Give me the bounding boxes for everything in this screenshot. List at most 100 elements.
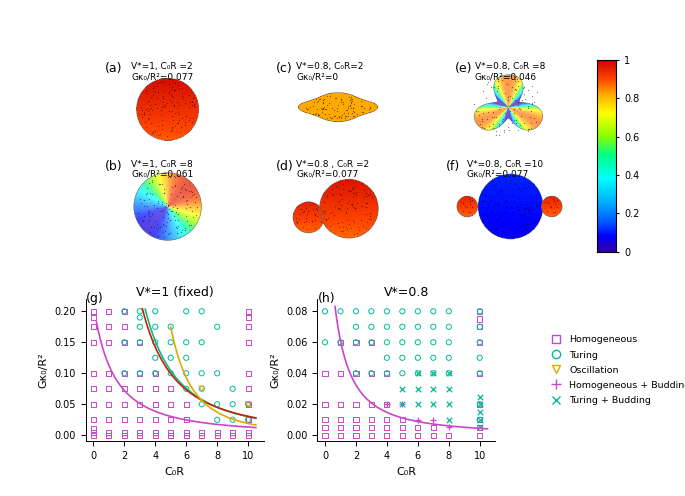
Point bbox=[486, 114, 497, 122]
Point bbox=[530, 199, 540, 207]
Point bbox=[412, 308, 423, 315]
Point bbox=[162, 218, 173, 226]
Polygon shape bbox=[508, 107, 529, 130]
Polygon shape bbox=[508, 107, 533, 129]
Point bbox=[151, 94, 162, 102]
Polygon shape bbox=[163, 173, 168, 206]
Polygon shape bbox=[508, 103, 528, 107]
Polygon shape bbox=[160, 174, 168, 206]
Point bbox=[119, 338, 129, 346]
Polygon shape bbox=[168, 206, 201, 211]
Polygon shape bbox=[164, 173, 168, 206]
Point bbox=[361, 224, 372, 232]
Polygon shape bbox=[137, 104, 199, 105]
Point bbox=[346, 104, 357, 112]
Polygon shape bbox=[480, 218, 540, 219]
Point bbox=[88, 428, 99, 436]
Point bbox=[185, 203, 196, 211]
Polygon shape bbox=[168, 206, 171, 240]
Polygon shape bbox=[168, 206, 201, 209]
Point bbox=[169, 101, 179, 109]
Polygon shape bbox=[486, 104, 508, 107]
Point bbox=[186, 186, 197, 194]
Polygon shape bbox=[508, 103, 529, 107]
Point bbox=[171, 208, 182, 216]
Polygon shape bbox=[160, 206, 168, 240]
Polygon shape bbox=[137, 105, 199, 106]
Legend: Homogeneous, Turing, Oscillation, Homogeneous + Budding, Turing + Budding: Homogeneous, Turing, Oscillation, Homoge… bbox=[547, 335, 685, 405]
Point bbox=[157, 200, 168, 208]
Point bbox=[514, 105, 525, 113]
Point bbox=[351, 416, 362, 424]
Polygon shape bbox=[168, 175, 180, 206]
Polygon shape bbox=[508, 107, 514, 124]
Polygon shape bbox=[481, 220, 540, 221]
Point bbox=[319, 400, 330, 408]
Polygon shape bbox=[494, 103, 508, 107]
Point bbox=[307, 200, 318, 208]
Polygon shape bbox=[508, 83, 523, 107]
Polygon shape bbox=[145, 182, 168, 206]
Polygon shape bbox=[135, 198, 168, 206]
Point bbox=[508, 197, 519, 205]
Polygon shape bbox=[168, 177, 184, 206]
Point bbox=[397, 308, 408, 315]
Point bbox=[338, 98, 349, 106]
Polygon shape bbox=[168, 189, 197, 206]
Point bbox=[382, 400, 393, 408]
Polygon shape bbox=[168, 173, 173, 206]
Polygon shape bbox=[168, 173, 171, 206]
Point bbox=[397, 400, 408, 408]
Point bbox=[171, 229, 182, 237]
Polygon shape bbox=[508, 107, 525, 130]
Polygon shape bbox=[503, 107, 508, 123]
Point bbox=[493, 77, 504, 85]
Polygon shape bbox=[137, 102, 198, 103]
Y-axis label: Gκ₀/R²: Gκ₀/R² bbox=[271, 352, 280, 388]
Polygon shape bbox=[134, 200, 168, 206]
Point bbox=[134, 370, 145, 377]
Polygon shape bbox=[508, 100, 520, 107]
Polygon shape bbox=[508, 107, 543, 118]
Point bbox=[382, 323, 393, 331]
Polygon shape bbox=[168, 182, 190, 206]
Point bbox=[504, 224, 515, 232]
Point bbox=[164, 216, 175, 224]
Polygon shape bbox=[495, 103, 508, 107]
Polygon shape bbox=[134, 204, 168, 206]
Polygon shape bbox=[168, 178, 186, 206]
Polygon shape bbox=[495, 96, 508, 107]
Point bbox=[478, 87, 489, 95]
Polygon shape bbox=[145, 181, 168, 206]
Point bbox=[540, 198, 551, 206]
Polygon shape bbox=[482, 190, 539, 191]
Polygon shape bbox=[508, 102, 522, 107]
Polygon shape bbox=[148, 206, 168, 235]
Polygon shape bbox=[508, 79, 521, 107]
Point bbox=[168, 212, 179, 220]
Point bbox=[156, 207, 167, 215]
Point bbox=[162, 100, 173, 108]
Polygon shape bbox=[496, 235, 525, 236]
Polygon shape bbox=[501, 107, 508, 125]
Point bbox=[357, 222, 368, 230]
Point bbox=[150, 400, 161, 408]
Point bbox=[145, 189, 155, 197]
Point bbox=[362, 199, 373, 207]
Polygon shape bbox=[506, 107, 508, 120]
Point bbox=[366, 215, 377, 223]
Polygon shape bbox=[508, 86, 523, 107]
Polygon shape bbox=[505, 75, 508, 107]
Point bbox=[189, 103, 200, 111]
Polygon shape bbox=[508, 107, 532, 130]
Point bbox=[335, 432, 346, 439]
Polygon shape bbox=[168, 191, 198, 206]
Polygon shape bbox=[168, 206, 188, 234]
Polygon shape bbox=[159, 79, 177, 80]
Polygon shape bbox=[503, 107, 508, 124]
Point bbox=[335, 370, 346, 377]
Point bbox=[482, 205, 493, 213]
Point bbox=[474, 323, 485, 331]
Polygon shape bbox=[140, 124, 195, 125]
Polygon shape bbox=[508, 103, 522, 107]
